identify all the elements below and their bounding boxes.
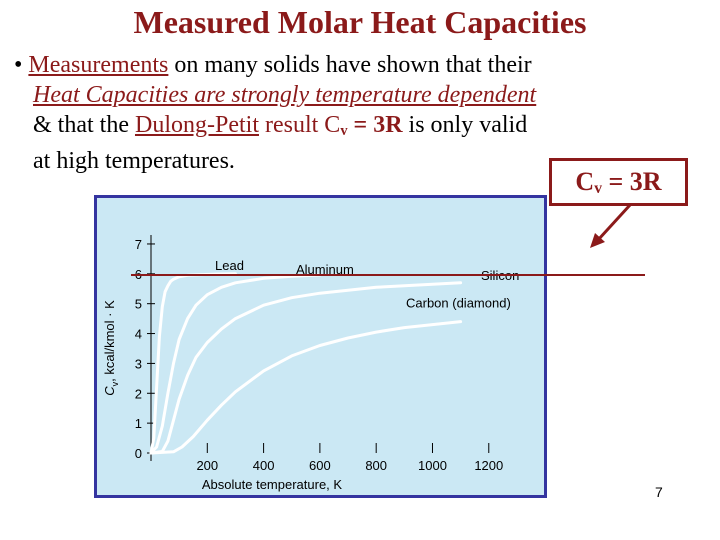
series-label: Silicon	[481, 268, 519, 283]
body-text-1: on many solids have shown that their	[168, 52, 532, 78]
body-text-3-sub: v	[340, 123, 348, 139]
y-tick-label: 3	[135, 356, 142, 371]
y-axis-label: Cv, kcal/kmol · K	[102, 300, 120, 396]
y-axis: 0 1 2 3 4 5 6 7	[135, 235, 155, 461]
y-tick-label: 2	[135, 386, 142, 401]
x-tick-label: 800	[365, 458, 387, 473]
y-tick-label: 7	[135, 237, 142, 252]
ylabel-rest: , kcal/kmol · K	[102, 300, 117, 382]
y-tick-label: 6	[135, 267, 142, 282]
series-curve	[149, 273, 322, 455]
callout-rest: = 3R	[601, 167, 662, 196]
y-tick-label: 0	[135, 446, 142, 461]
x-tick-label: 200	[196, 458, 218, 473]
ylabel-c: C	[102, 386, 117, 396]
series-label: Carbon (diamond)	[406, 296, 511, 311]
body-text-3c: result C	[258, 112, 341, 138]
heat-capacity-chart: 0 1 2 3 4 5 6 7 200 400 600 800 1000 1200 Lead Alumin…	[94, 195, 547, 498]
x-tick-label: 1000	[418, 458, 447, 473]
measurements-link[interactable]: Measurements	[28, 52, 169, 78]
callout-arrowhead	[590, 233, 605, 248]
slide-title: Measured Molar Heat Capacities	[133, 4, 587, 40]
x-axis-label: Absolute temperature, K	[202, 477, 343, 492]
series-curve	[149, 320, 463, 455]
y-tick-label: 1	[135, 416, 142, 431]
series-label: Lead	[215, 258, 244, 273]
body-line-3: & that the Dulong-Petit result Cv = 3R i…	[14, 110, 714, 146]
body-text-3a: & that the	[33, 112, 135, 138]
x-tick-label: 400	[253, 458, 275, 473]
ylabel-sub: v	[110, 381, 120, 386]
bullet: •	[14, 52, 23, 78]
callout-sub: v	[594, 180, 602, 197]
callout-c: C	[575, 167, 595, 196]
x-tick-label: 600	[309, 458, 331, 473]
x-axis: 200 400 600 800 1000 1200	[196, 443, 503, 473]
body-text-3e: is only valid	[402, 112, 528, 138]
callout-arrow	[596, 203, 632, 242]
y-tick-label: 5	[135, 297, 142, 312]
dulong-petit-link[interactable]: Dulong-Petit	[134, 112, 259, 138]
cv-callout-box: Cv = 3R	[549, 158, 688, 206]
page-number: 7	[655, 484, 663, 500]
series-curve	[149, 281, 463, 455]
x-tick-label: 1200	[474, 458, 503, 473]
body-line-1: • Measurements on many solids have shown…	[14, 50, 714, 80]
body-line-4: at high temperatures.	[33, 148, 235, 174]
curves	[149, 272, 463, 455]
slide-body: • Measurements on many solids have shown…	[14, 50, 714, 176]
body-text-3d: = 3R	[347, 112, 403, 138]
y-tick-label: 4	[135, 327, 142, 342]
body-line-2: Heat Capacities are strongly temperature…	[33, 82, 537, 108]
chart-svg: 0 1 2 3 4 5 6 7 200 400 600 800 1000 1200 Lead Alumin…	[102, 235, 519, 492]
series-labels: Lead Aluminum Silicon Carbon (diamond)	[215, 258, 519, 311]
series-label: Aluminum	[296, 262, 354, 277]
